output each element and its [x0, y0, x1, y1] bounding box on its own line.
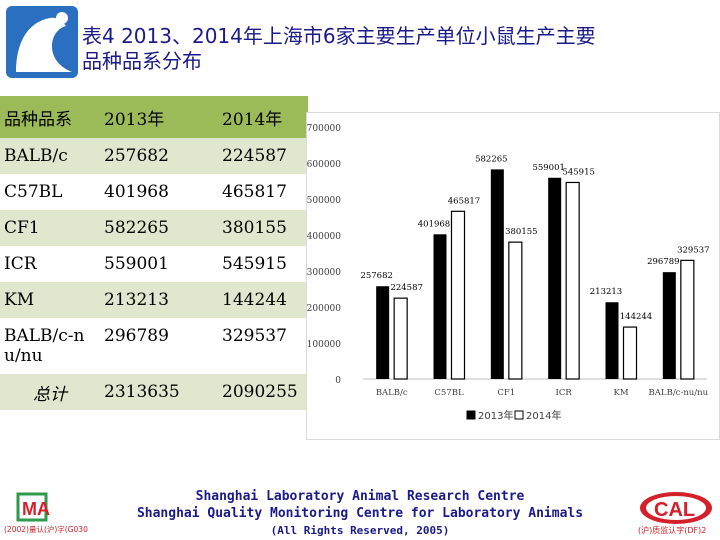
- value-2013: 582265: [96, 210, 202, 246]
- header-strain: 品种品系: [0, 96, 96, 138]
- x-tick-label: BALB/c-nu/nu: [649, 388, 709, 398]
- table-header-row: 品种品系 2013年 2014年: [0, 96, 308, 138]
- x-tick-label: CF1: [497, 388, 515, 398]
- legend-swatch: [514, 410, 524, 420]
- table-row: KM 213213 144244: [0, 282, 308, 318]
- total-2014: 2090255: [202, 374, 308, 410]
- data-label: 224587: [390, 283, 422, 293]
- footer-line-2: Shanghai Quality Monitoring Centre for L…: [136, 506, 584, 521]
- data-label: 465817: [448, 196, 480, 206]
- organization-logo: [6, 6, 78, 78]
- strain-name: KM: [0, 282, 96, 318]
- legend-label: 2013年: [478, 409, 513, 422]
- value-2013: 213213: [96, 282, 202, 318]
- legend-label: 2014年: [526, 409, 561, 422]
- y-tick-label: 100000: [307, 340, 341, 350]
- cal-caption: (沪)质监认字(DF)2: [638, 525, 706, 535]
- y-tick-label: 200000: [307, 304, 341, 314]
- strain-name: CF1: [0, 210, 96, 246]
- bar-chart: 0 100000 200000 300000 400000 500000 600000 700…: [306, 112, 720, 440]
- ma-caption: (2002)量认(沪)字(G0302)号: [4, 524, 88, 534]
- ma-certification-icon: MA (2002)量认(沪)字(G0302)号: [4, 490, 103, 536]
- value-2014: 329537: [202, 318, 308, 374]
- cal-certification-icon: CAL (沪)质监认字(DF)2: [638, 492, 712, 535]
- title-line-2: 品种品系分布: [82, 49, 202, 73]
- bar-2013: [433, 234, 447, 379]
- value-2014: 224587: [202, 138, 308, 174]
- page-title: 表4 2013、2014年上海市6家主要生产单位小鼠生产主要 品种品系分布: [82, 24, 702, 74]
- footer-line-3: (All Rights Reserved, 2005): [270, 524, 450, 537]
- bar-2014: [450, 210, 466, 380]
- legend-swatch: [466, 410, 476, 420]
- data-label: 401968: [418, 219, 450, 229]
- table-row: CF1 582265 380155: [0, 210, 308, 246]
- bar-2013: [490, 169, 504, 379]
- strain-name: BALB/c-nu/nu: [0, 318, 96, 374]
- y-tick-label: 0: [335, 376, 341, 386]
- title-line-1: 表4 2013、2014年上海市6家主要生产单位小鼠生产主要: [82, 24, 596, 48]
- bar-2014: [680, 259, 695, 380]
- value-2013: 401968: [96, 174, 202, 210]
- x-tick-label: KM: [613, 388, 628, 398]
- data-label: 329537: [677, 245, 709, 255]
- bar-2014: [508, 241, 523, 380]
- value-2014: 465817: [202, 174, 308, 210]
- x-tick-label: C57BL: [434, 388, 464, 398]
- total-label: 总计: [0, 374, 96, 410]
- value-2013: 296789: [96, 318, 202, 374]
- table-row: BALB/c-nu/nu 296789 329537: [0, 318, 308, 374]
- table-row: ICR 559001 545915: [0, 246, 308, 282]
- total-2013: 2313635: [96, 374, 202, 410]
- data-label: 380155: [505, 227, 537, 237]
- data-label: 582265: [475, 154, 507, 164]
- bar-2013: [605, 302, 619, 379]
- y-tick-label: 300000: [307, 268, 341, 278]
- footer-line-1: Shanghai Laboratory Animal Research Cent…: [195, 489, 525, 504]
- data-label: 213213: [590, 287, 622, 297]
- y-tick-label: 600000: [307, 160, 341, 170]
- cal-badge: CAL (沪)质监认字(DF)2: [636, 490, 716, 536]
- data-label: 296789: [647, 257, 679, 267]
- data-label: 144244: [620, 312, 652, 322]
- table-row: BALB/c 257682 224587: [0, 138, 308, 174]
- bar-chart-svg: 0 100000 200000 300000 400000 500000 600000 700…: [307, 124, 710, 422]
- mouse-logo-icon: [6, 6, 78, 78]
- ma-text: MA: [22, 499, 50, 519]
- header-2013: 2013年: [96, 96, 202, 138]
- ma-badge: MA (2002)量认(沪)字(G0302)号: [4, 490, 103, 536]
- strain-table: 品种品系 2013年 2014年 BALB/c 257682 224587 C5…: [0, 96, 308, 410]
- bar-2013: [376, 286, 390, 379]
- value-2013: 257682: [96, 138, 202, 174]
- table-row: C57BL 401968 465817: [0, 174, 308, 210]
- y-tick-label: 700000: [307, 124, 341, 134]
- header-2014: 2014年: [202, 96, 308, 138]
- data-label: 257682: [360, 271, 392, 281]
- strain-name: C57BL: [0, 174, 96, 210]
- bar-2014: [622, 326, 638, 380]
- footer: Shanghai Laboratory Animal Research Cent…: [0, 488, 720, 539]
- bar-2013: [548, 177, 562, 379]
- x-tick-label: BALB/c: [376, 388, 408, 398]
- y-tick-label: 500000: [307, 196, 341, 206]
- cal-text: CAL: [654, 499, 695, 521]
- data-label: 559001: [532, 163, 564, 173]
- bar-2014: [565, 181, 580, 380]
- y-tick-label: 400000: [307, 232, 341, 242]
- value-2014: 144244: [202, 282, 308, 318]
- table-total-row: 总计 2313635 2090255: [0, 374, 308, 410]
- strain-name: ICR: [0, 246, 96, 282]
- bar-2014: [393, 297, 408, 380]
- data-label: 545915: [562, 167, 594, 177]
- value-2014: 545915: [202, 246, 308, 282]
- value-2014: 380155: [202, 210, 308, 246]
- value-2013: 559001: [96, 246, 202, 282]
- bar-2013: [662, 272, 676, 379]
- strain-name: BALB/c: [0, 138, 96, 174]
- x-tick-label: ICR: [556, 388, 573, 398]
